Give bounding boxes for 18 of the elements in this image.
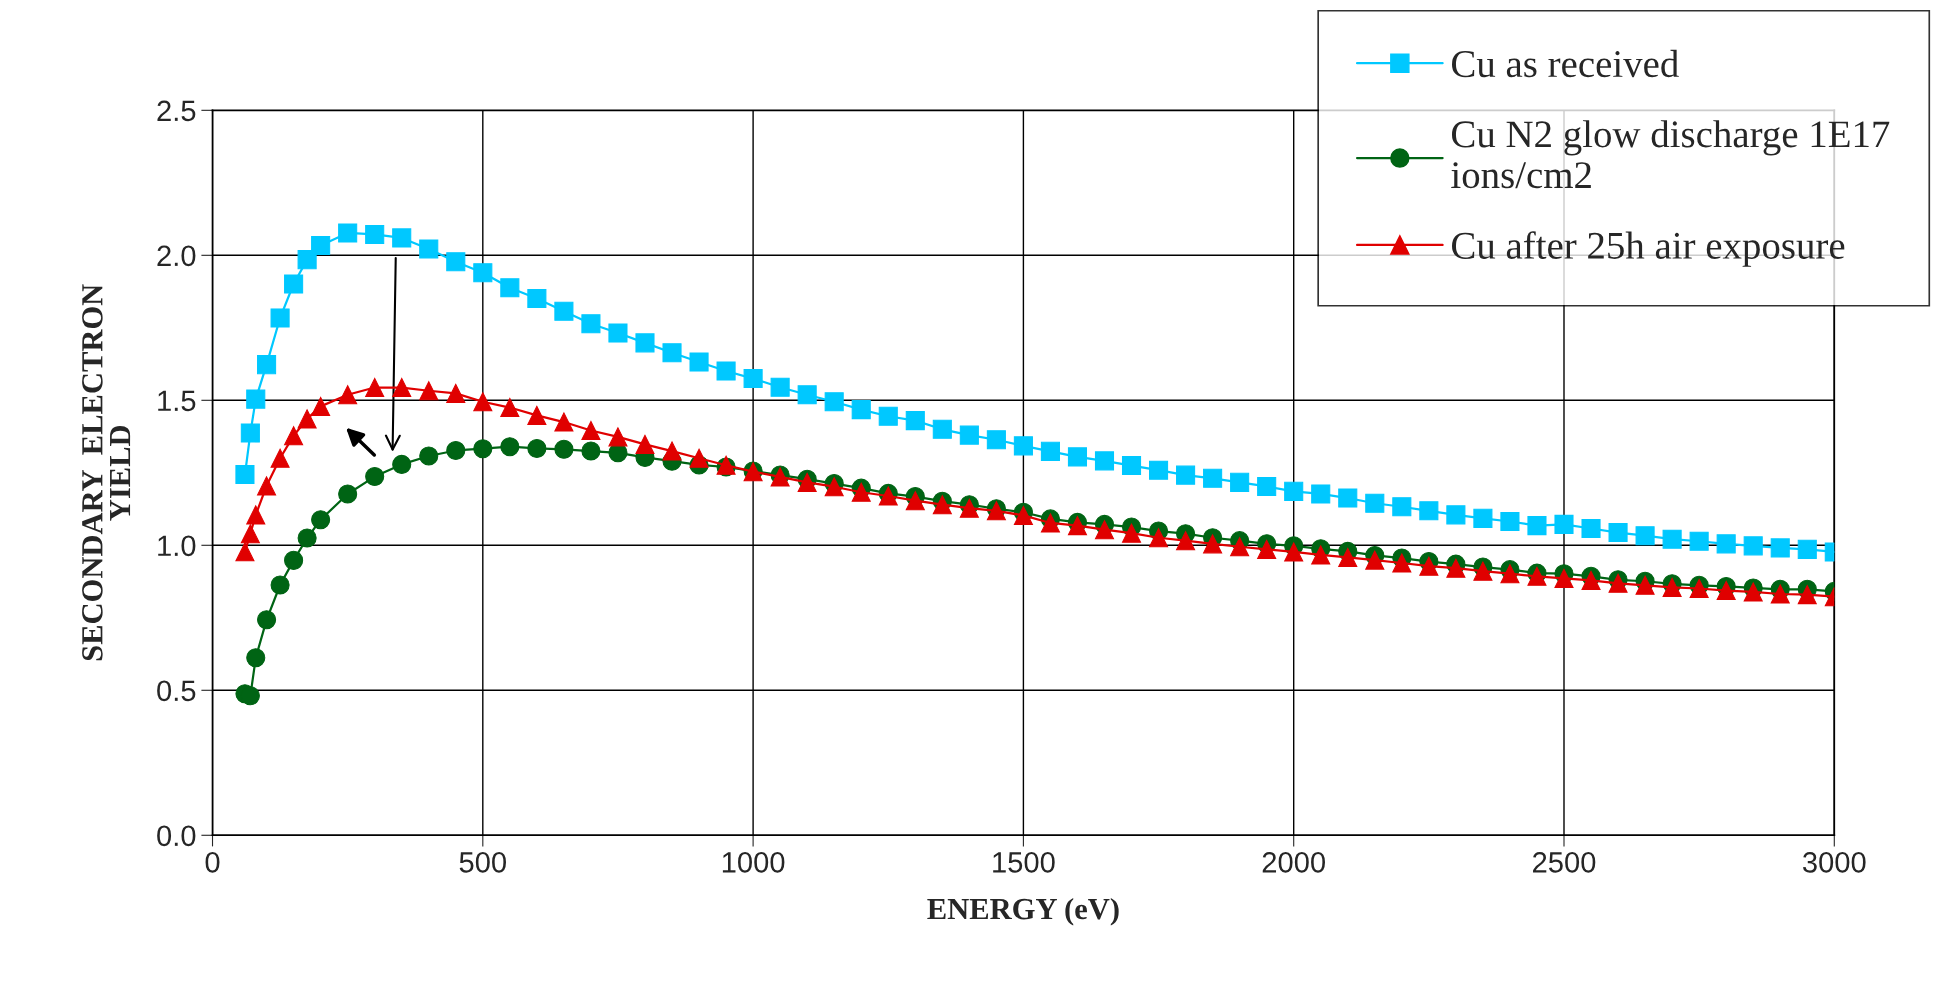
- legend-label: Cu N2 glow discharge 1E17 ions/cm2: [1451, 120, 1890, 189]
- legend-label: Cu after 25h air exposure: [1451, 231, 1845, 267]
- x-tick-label: 1500: [993, 852, 1055, 873]
- legend-label: Cu as received: [1451, 49, 1679, 78]
- x-tick-label: 2000: [1262, 852, 1326, 873]
- y-axis-title: SECONDARY ELECTRON YIELD: [82, 284, 131, 661]
- y-tick-label: 1.5: [158, 390, 196, 412]
- x-tick-label: 500: [459, 852, 506, 873]
- x-tick-label: 1000: [722, 852, 785, 873]
- y-tick-label: 0.5: [157, 680, 196, 702]
- y-tick-label: 0.0: [157, 825, 196, 847]
- x-tick-label: 2500: [1533, 852, 1596, 873]
- x-tick-label: 0: [205, 852, 220, 873]
- y-tick-label: 1.0: [158, 535, 196, 557]
- x-axis-title: ENERGY (eV): [927, 897, 1119, 926]
- y-tick-label: 2.0: [157, 245, 196, 267]
- x-tick-label: 3000: [1802, 852, 1866, 873]
- y-tick-label: 2.5: [157, 100, 196, 122]
